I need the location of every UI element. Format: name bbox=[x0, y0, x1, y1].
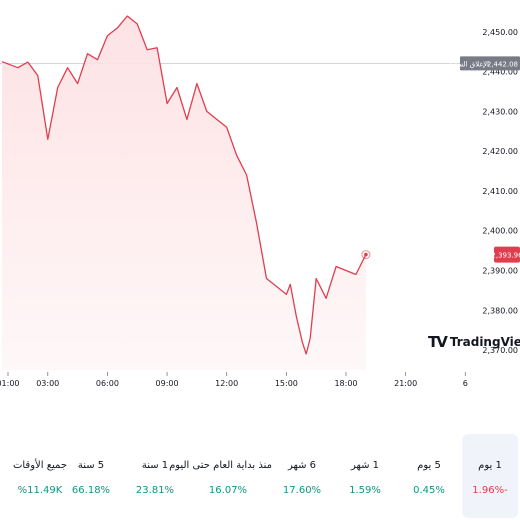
y-tick-label: 2,450.00 bbox=[482, 28, 518, 37]
period-change: 17.60% bbox=[282, 485, 322, 496]
y-tick-label: 2,370.00 bbox=[482, 346, 518, 355]
x-tick-label: 06:00 bbox=[96, 379, 119, 388]
previous-close-label: الإغلاق السابق bbox=[447, 60, 489, 68]
period-7[interactable]: جميع الأوقات 11.49K% bbox=[8, 434, 72, 518]
period-3[interactable]: 6 شهر 17.60% bbox=[274, 434, 330, 518]
y-tick-label: 2,430.00 bbox=[482, 107, 518, 116]
price-line bbox=[1, 15, 367, 355]
previous-close-value: 2,442.08 bbox=[487, 60, 518, 68]
x-tick-label: 15:00 bbox=[275, 379, 298, 388]
period-6[interactable]: 5 سنة 66.18% bbox=[64, 434, 118, 518]
y-tick-label: 2,410.00 bbox=[482, 187, 518, 196]
x-tick-label: 6 bbox=[463, 379, 468, 388]
period-label: منذ بداية العام حتى اليوم bbox=[169, 460, 272, 471]
period-4[interactable]: منذ بداية العام حتى اليوم 16.07% bbox=[169, 434, 272, 518]
previous-close-badge bbox=[460, 56, 520, 71]
price-area-fill bbox=[2, 16, 366, 370]
period-5[interactable]: 1 سنة 23.81% bbox=[128, 434, 182, 518]
y-tick-label: 2,380.00 bbox=[482, 306, 518, 315]
period-change: 66.18% bbox=[71, 485, 111, 496]
period-change: 16.07% bbox=[208, 485, 248, 496]
last-price-value: 2,393.96 bbox=[491, 252, 520, 260]
x-tick-label: 03:00 bbox=[36, 379, 59, 388]
performance-periods: 1 يوم -1.96% 5 يوم 0.45% 1 شهر 1.59% 6 شهر 17.6… bbox=[0, 434, 520, 520]
period-label: جميع الأوقات bbox=[12, 460, 68, 471]
period-2[interactable]: 1 شهر 1.59% bbox=[340, 434, 390, 518]
x-tick-label: 01:00 bbox=[0, 379, 20, 388]
tradingview-logo-mark: TV bbox=[428, 333, 448, 351]
period-label: 1 شهر bbox=[350, 460, 380, 471]
last-price-dot bbox=[364, 252, 368, 257]
period-label: 1 سنة bbox=[141, 460, 169, 471]
period-1[interactable]: 5 يوم 0.45% bbox=[404, 434, 454, 518]
period-label: 5 سنة bbox=[77, 460, 105, 471]
y-tick-label: 2,420.00 bbox=[482, 147, 518, 156]
period-label: 1 يوم bbox=[478, 460, 502, 471]
x-tick-label: 21:00 bbox=[394, 379, 417, 388]
period-change: 0.45% bbox=[413, 485, 445, 496]
x-tick-label: 12:00 bbox=[215, 379, 238, 388]
tradingview-logo: TV TradingView bbox=[428, 333, 520, 351]
y-tick-label: 2,390.00 bbox=[482, 267, 518, 276]
y-tick-label: 2,440.00 bbox=[482, 68, 518, 77]
tradingview-logo-text: TradingView bbox=[449, 335, 520, 349]
price-chart[interactable]: 2,450.00 2,440.00 2,430.00 2,420.00 2,410.00… bbox=[0, 0, 520, 395]
x-tick-label: 09:00 bbox=[156, 379, 179, 388]
period-change: 1.59% bbox=[349, 485, 381, 496]
period-0[interactable]: 1 يوم -1.96% bbox=[462, 434, 518, 518]
y-tick-label: 2,400.00 bbox=[482, 227, 518, 236]
last-price-badge bbox=[494, 246, 520, 263]
chart-canvas[interactable]: 2,450.00 2,440.00 2,430.00 2,420.00 2,410.00… bbox=[0, 0, 520, 395]
period-change: 11.49K% bbox=[17, 485, 63, 496]
last-price-dot-halo bbox=[361, 250, 371, 260]
x-tick-label: 18:00 bbox=[334, 379, 357, 388]
period-change: -1.96% bbox=[472, 485, 508, 496]
period-label: 6 شهر bbox=[287, 460, 317, 471]
period-label: 5 يوم bbox=[417, 460, 441, 471]
period-change: 23.81% bbox=[135, 485, 175, 496]
